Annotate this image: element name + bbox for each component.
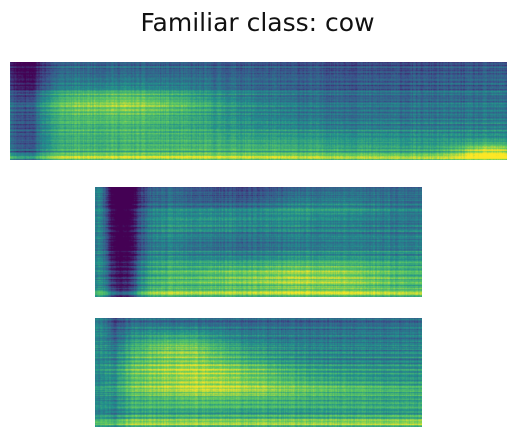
figure-title: Familiar class: cow <box>140 8 375 37</box>
spectrogram-1 <box>10 62 507 160</box>
spectrogram-2 <box>95 187 422 297</box>
spectrogram-3 <box>95 318 422 427</box>
